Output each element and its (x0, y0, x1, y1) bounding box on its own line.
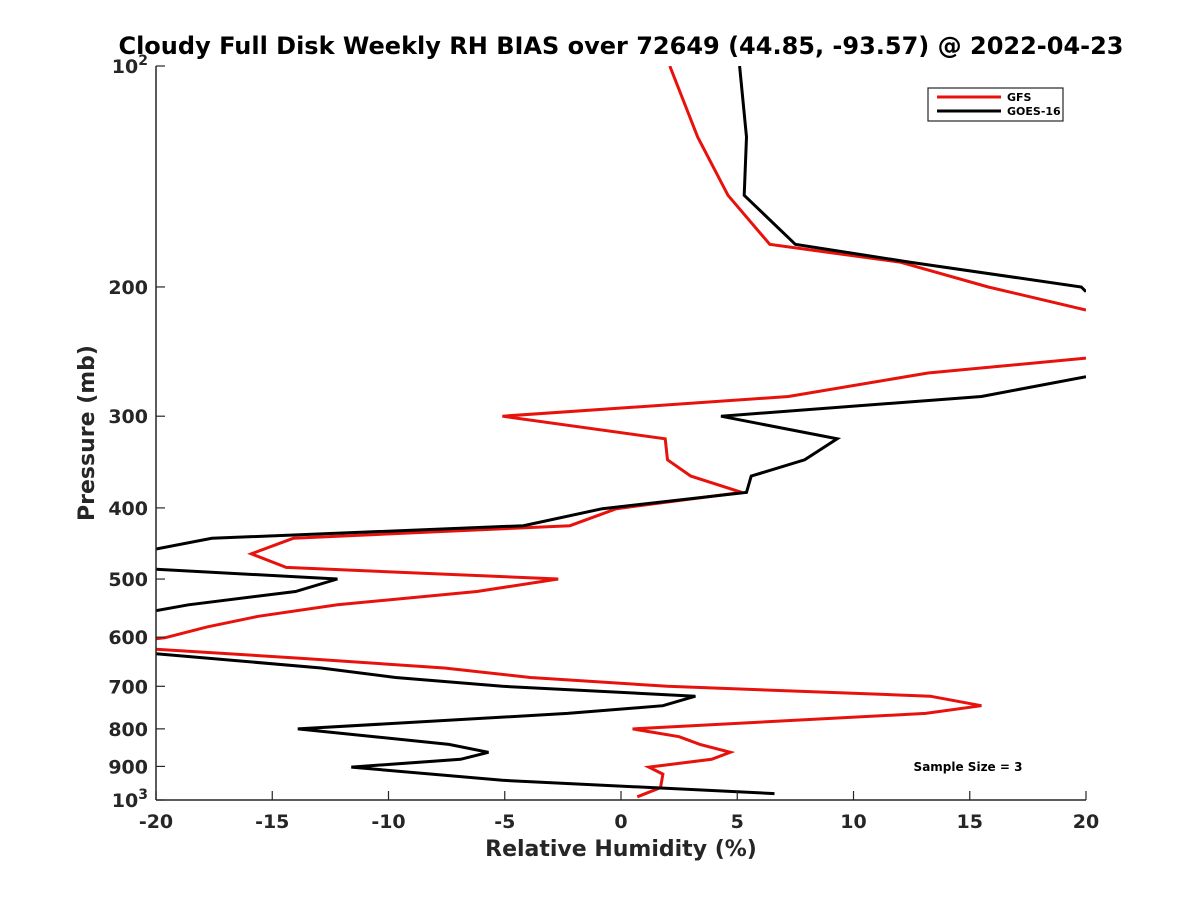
x-axis-label: Relative Humidity (%) (485, 837, 757, 862)
x-tick-label: 0 (614, 811, 627, 833)
x-tick-label: 15 (957, 811, 983, 833)
y-tick-label: 200 (108, 277, 148, 299)
series-group (156, 66, 1086, 799)
plot-area (155, 66, 1086, 801)
x-tick-label: -5 (494, 811, 515, 833)
y-tick-label: 400 (108, 498, 148, 520)
series-line-goes-16-segment-4 (156, 652, 775, 796)
series-line-goes-16-segment-3 (156, 567, 338, 613)
y-axis-ticks: 102 200 300 400 500 600 700 800 900 103 (108, 53, 165, 812)
chart-title: Cloudy Full Disk Weekly RH BIAS over 726… (118, 32, 1123, 60)
legend-box (927, 87, 1064, 122)
legend-label: GFS (1007, 91, 1032, 104)
y-tick-label: 800 (108, 719, 148, 741)
legend-label: GOES-16 (1007, 105, 1061, 118)
series-line-gfs-segment-2 (156, 356, 1086, 641)
y-tick-label: 900 (108, 756, 148, 778)
x-tick-label: 20 (1073, 811, 1099, 833)
x-tick-label: 5 (731, 811, 744, 833)
x-axis-ticks: -20 -15 -10 -5 0 5 10 15 20 (139, 791, 1099, 833)
x-tick-label: -20 (139, 811, 173, 833)
series-line-gfs-segment-1 (668, 66, 1086, 312)
series-line-goes-16-segment-1 (738, 66, 1086, 293)
y-tick-label: 300 (108, 406, 148, 428)
x-tick-label: 10 (840, 811, 866, 833)
y-tick-label: 500 (108, 569, 148, 591)
series-line-gfs-segment-3 (156, 647, 982, 799)
y-tick-label: 700 (108, 676, 148, 698)
y-tick-label: 103 (112, 787, 148, 812)
x-tick-label: -10 (371, 811, 405, 833)
x-tick-label: -15 (255, 811, 289, 833)
series-line-goes-16-segment-2 (156, 375, 1086, 551)
sample-size-annotation: Sample Size = 3 (914, 760, 1023, 774)
y-axis-label: Pressure (mb) (75, 345, 100, 521)
y-tick-label: 600 (108, 627, 148, 649)
y-tick-label: 102 (112, 53, 148, 78)
